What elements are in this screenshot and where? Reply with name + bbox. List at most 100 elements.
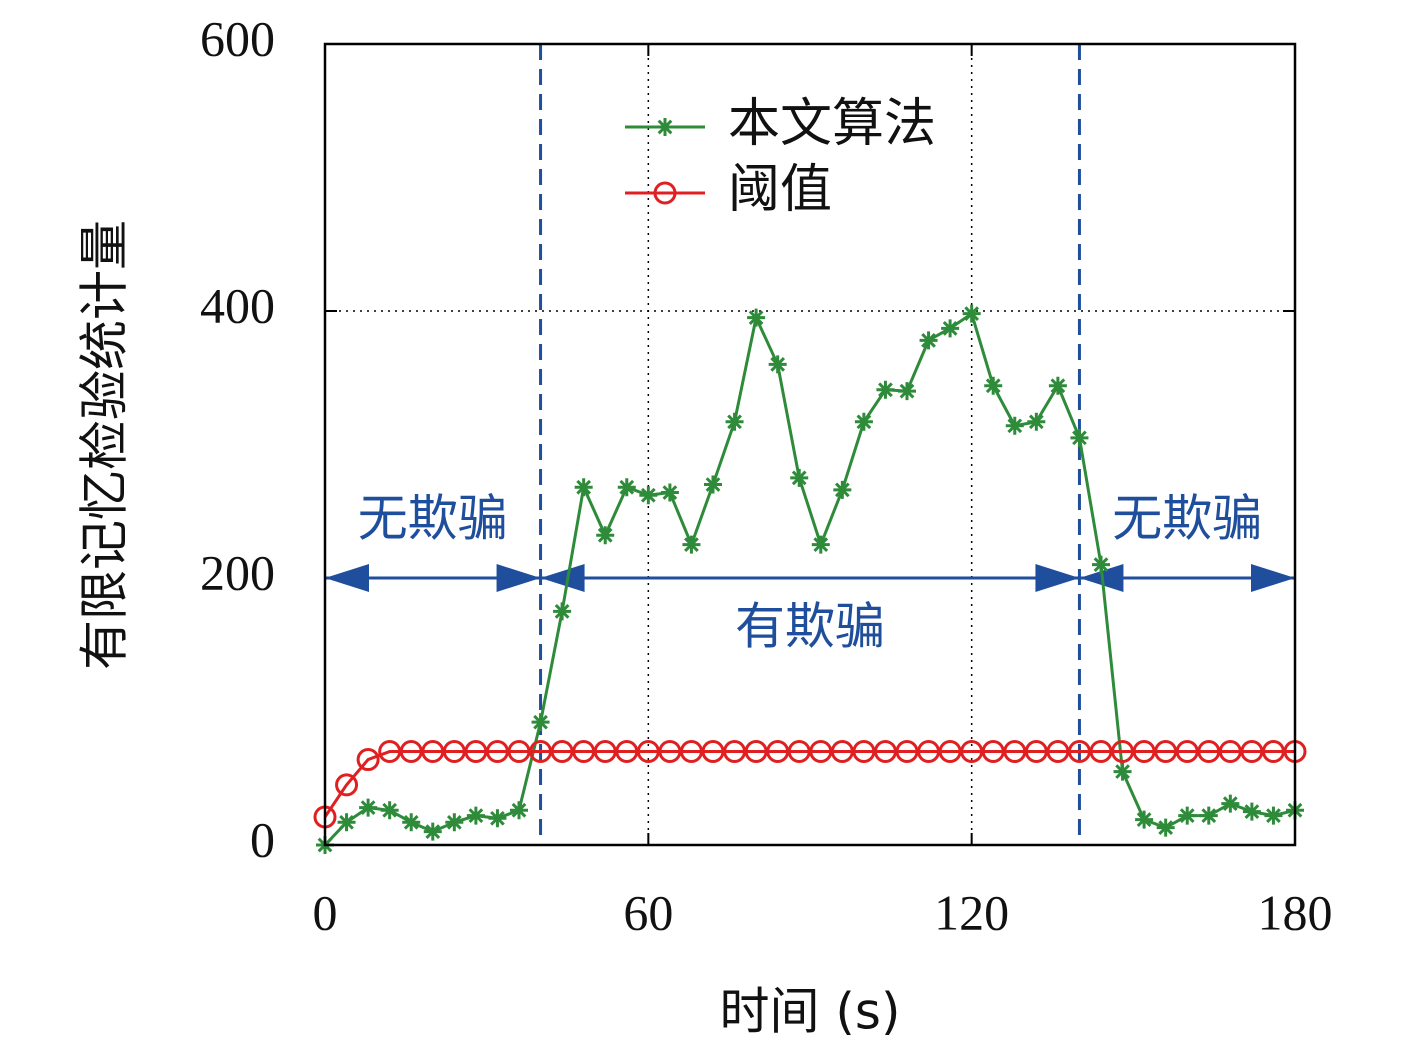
marker [876,380,895,399]
marker [917,740,941,764]
marker [1003,740,1027,764]
phase-label: 无欺骗 [1112,490,1262,548]
series-line [323,311,1296,847]
marker [1242,802,1261,821]
y-tick-label: 200 [200,544,275,600]
marker [356,748,380,772]
y-tick-label: 400 [200,277,275,333]
marker [747,308,766,327]
marker [617,478,636,497]
marker [938,740,962,764]
marker [723,740,747,764]
x-tick-label: 120 [934,884,1009,940]
marker [574,478,593,497]
marker [1264,806,1283,825]
marker [656,118,674,136]
marker [1046,740,1070,764]
marker [488,809,507,828]
marker [1156,818,1175,837]
arrow-head [325,564,369,592]
marker [898,382,916,401]
marker [485,740,509,764]
marker [442,740,466,764]
marker [1024,740,1048,764]
phase-label: 无欺骗 [358,490,508,548]
marker [380,801,399,820]
marker [1089,740,1113,764]
marker [596,526,615,545]
marker [725,412,744,431]
x-axis-label: 时间 (s) [720,983,901,1041]
marker [636,740,660,764]
marker [830,740,854,764]
marker [682,535,701,554]
legend-label: 阈值 [728,160,832,220]
marker [423,822,442,841]
marker [378,740,402,764]
marker [811,535,830,554]
marker [809,740,833,764]
marker [553,602,572,621]
marker [1132,740,1156,764]
y-tick-label: 600 [200,10,275,66]
marker [658,740,682,764]
marker [335,773,359,797]
plot-frame [323,42,1297,847]
marker [464,740,488,764]
marker [1113,762,1132,781]
marker [704,475,722,494]
arrow-head [1251,564,1295,592]
marker [1092,555,1110,574]
marker [337,813,356,832]
y-axis-label: 有限记忆检验统计量 [76,220,134,670]
marker [653,181,677,205]
marker [941,319,960,338]
marker [962,304,981,323]
marker [660,483,679,502]
marker [766,740,790,764]
arrow-head [540,564,585,592]
marker [790,468,809,487]
marker [701,740,725,764]
marker [744,740,768,764]
marker [919,331,938,350]
arrow-head [496,564,541,592]
marker [445,813,464,832]
marker [615,740,639,764]
marker [981,740,1005,764]
marker [1048,376,1067,395]
marker [1070,428,1089,447]
marker [854,412,873,431]
legend-label: 本文算法 [728,94,936,154]
marker [572,740,596,764]
marker [679,740,703,764]
marker [1154,740,1178,764]
marker [1261,740,1285,764]
marker [1221,794,1240,813]
marker [1218,740,1242,764]
marker [507,740,531,764]
y-tick-label: 0 [250,811,275,867]
marker [1240,740,1264,764]
phase-label: 有欺骗 [735,598,885,656]
marker [421,740,445,764]
marker [402,813,421,832]
marker [1175,740,1199,764]
marker [1111,740,1135,764]
x-tick-label: 60 [623,884,673,940]
arrow-head [1035,564,1080,592]
marker [852,740,876,764]
marker [895,740,919,764]
marker [1199,806,1218,825]
x-tick-label: 180 [1258,884,1333,940]
marker [768,355,787,374]
marker [1178,806,1197,825]
marker [787,740,811,764]
marker [639,486,658,505]
marker [984,376,1003,395]
marker [1005,416,1024,435]
marker [359,798,378,817]
marker [529,740,553,764]
marker [466,806,485,825]
